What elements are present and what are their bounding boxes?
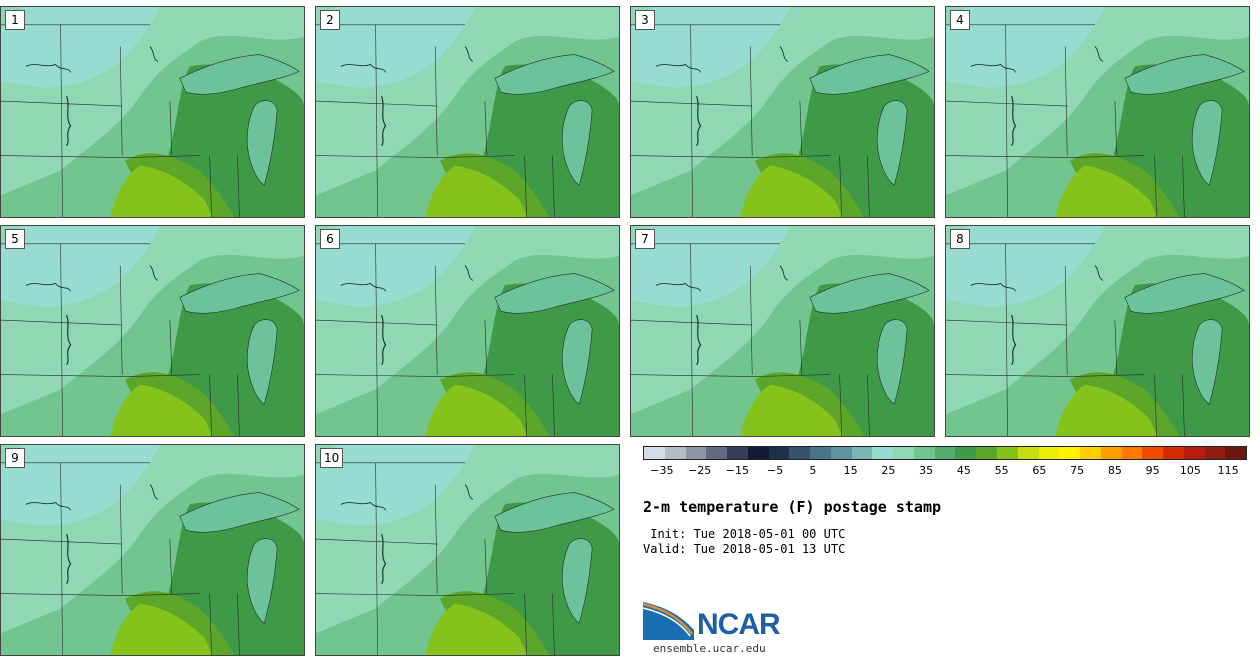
temperature-map — [631, 226, 934, 436]
panel-number: 2 — [320, 10, 340, 30]
colorbar-segment — [893, 447, 914, 459]
colorbar-tick-label: −5 — [767, 464, 784, 477]
colorbar-segment — [1080, 447, 1101, 459]
ensemble-member-panel: 2 — [315, 6, 620, 218]
ensemble-member-panel: 1 — [0, 6, 305, 218]
colorbar-segment — [768, 447, 790, 459]
colorbar-tick-label: 55 — [994, 464, 1009, 477]
init-time: Init: Tue 2018-05-01 00 UTC — [643, 527, 846, 541]
colorbar-segment — [1121, 447, 1143, 459]
colorbar-segment — [1204, 447, 1226, 459]
ensemble-member-panel: 4 — [945, 6, 1250, 218]
plot-title: 2-m temperature (F) postage stamp — [643, 498, 942, 516]
colorbar-segment — [976, 447, 998, 459]
ensemble-member-panel: 5 — [0, 225, 305, 437]
panel-number: 5 — [5, 229, 25, 249]
temperature-map — [1, 226, 304, 436]
colorbar-tick-label: −25 — [688, 464, 712, 477]
colorbar-segment — [997, 447, 1018, 459]
colorbar-segment — [934, 447, 956, 459]
colorbar-tick-label: 35 — [919, 464, 934, 477]
colorbar-segment — [1100, 447, 1122, 459]
temperature-map — [1, 7, 304, 217]
panel-number: 9 — [5, 448, 25, 468]
colorbar-ticks: −35 −25 −15 −5 5 15 25 35 45 55 65 75 85 95 105 115 — [643, 464, 1247, 480]
ensemble-member-panel: 3 — [630, 6, 935, 218]
colorbar-segment — [706, 447, 728, 459]
temperature-map — [1, 445, 304, 655]
colorbar-segment — [1142, 447, 1164, 459]
ncar-logo-icon — [642, 602, 694, 640]
temperature-map — [316, 7, 619, 217]
ensemble-member-panel: 8 — [945, 225, 1250, 437]
panel-number: 8 — [950, 229, 970, 249]
ensemble-member-panel: 6 — [315, 225, 620, 437]
colorbar-tick-label: 25 — [881, 464, 896, 477]
temperature-colorbar — [643, 446, 1247, 460]
temperature-map — [946, 7, 1249, 217]
ensemble-member-panel: 10 — [315, 444, 620, 656]
colorbar-tick-label: 95 — [1145, 464, 1160, 477]
ncar-logo-wave — [643, 602, 694, 640]
colorbar-segment — [1038, 447, 1060, 459]
panel-number: 4 — [950, 10, 970, 30]
colorbar-segment — [955, 447, 977, 459]
colorbar-segment — [1163, 447, 1184, 459]
colorbar-tick-label: −35 — [650, 464, 674, 477]
colorbar-segment — [685, 447, 707, 459]
colorbar-tick-label: 5 — [809, 464, 817, 477]
ncar-logo-text: NCAR — [697, 608, 781, 641]
colorbar-segment — [1183, 447, 1205, 459]
colorbar-segment — [664, 447, 686, 459]
panel-number: 3 — [635, 10, 655, 30]
colorbar-tick-label: 65 — [1032, 464, 1047, 477]
panel-number: 10 — [320, 448, 344, 468]
panel-number: 7 — [635, 229, 655, 249]
colorbar-segment — [644, 447, 665, 459]
temperature-map — [631, 7, 934, 217]
colorbar-tick-label: 15 — [843, 464, 858, 477]
site-url: ensemble.ucar.edu — [653, 642, 766, 655]
colorbar-tick-label: −15 — [725, 464, 749, 477]
colorbar-segment — [872, 447, 894, 459]
ensemble-member-panel: 7 — [630, 225, 935, 437]
colorbar-segment — [1225, 447, 1247, 459]
colorbar-segment — [851, 447, 873, 459]
colorbar-segment — [830, 447, 852, 459]
ensemble-member-panel: 9 — [0, 444, 305, 656]
colorbar-tick-label: 75 — [1070, 464, 1085, 477]
panel-number: 1 — [5, 10, 25, 30]
valid-time: Valid: Tue 2018-05-01 13 UTC — [643, 542, 846, 556]
colorbar-segment — [747, 447, 769, 459]
colorbar-tick-label: 105 — [1179, 464, 1201, 477]
ncar-logo-stripe — [642, 602, 693, 635]
temperature-map — [946, 226, 1249, 436]
colorbar-segment — [810, 447, 831, 459]
colorbar-tick-label: 115 — [1217, 464, 1239, 477]
temperature-map — [316, 445, 619, 655]
colorbar-segment — [913, 447, 935, 459]
colorbar-segment — [1059, 447, 1081, 459]
colorbar-segment — [1017, 447, 1039, 459]
panel-number: 6 — [320, 229, 340, 249]
colorbar-tick-label: 85 — [1107, 464, 1122, 477]
colorbar-segment — [727, 447, 748, 459]
colorbar-tick-label: 45 — [956, 464, 971, 477]
temperature-map — [316, 226, 619, 436]
colorbar-segment — [789, 447, 811, 459]
